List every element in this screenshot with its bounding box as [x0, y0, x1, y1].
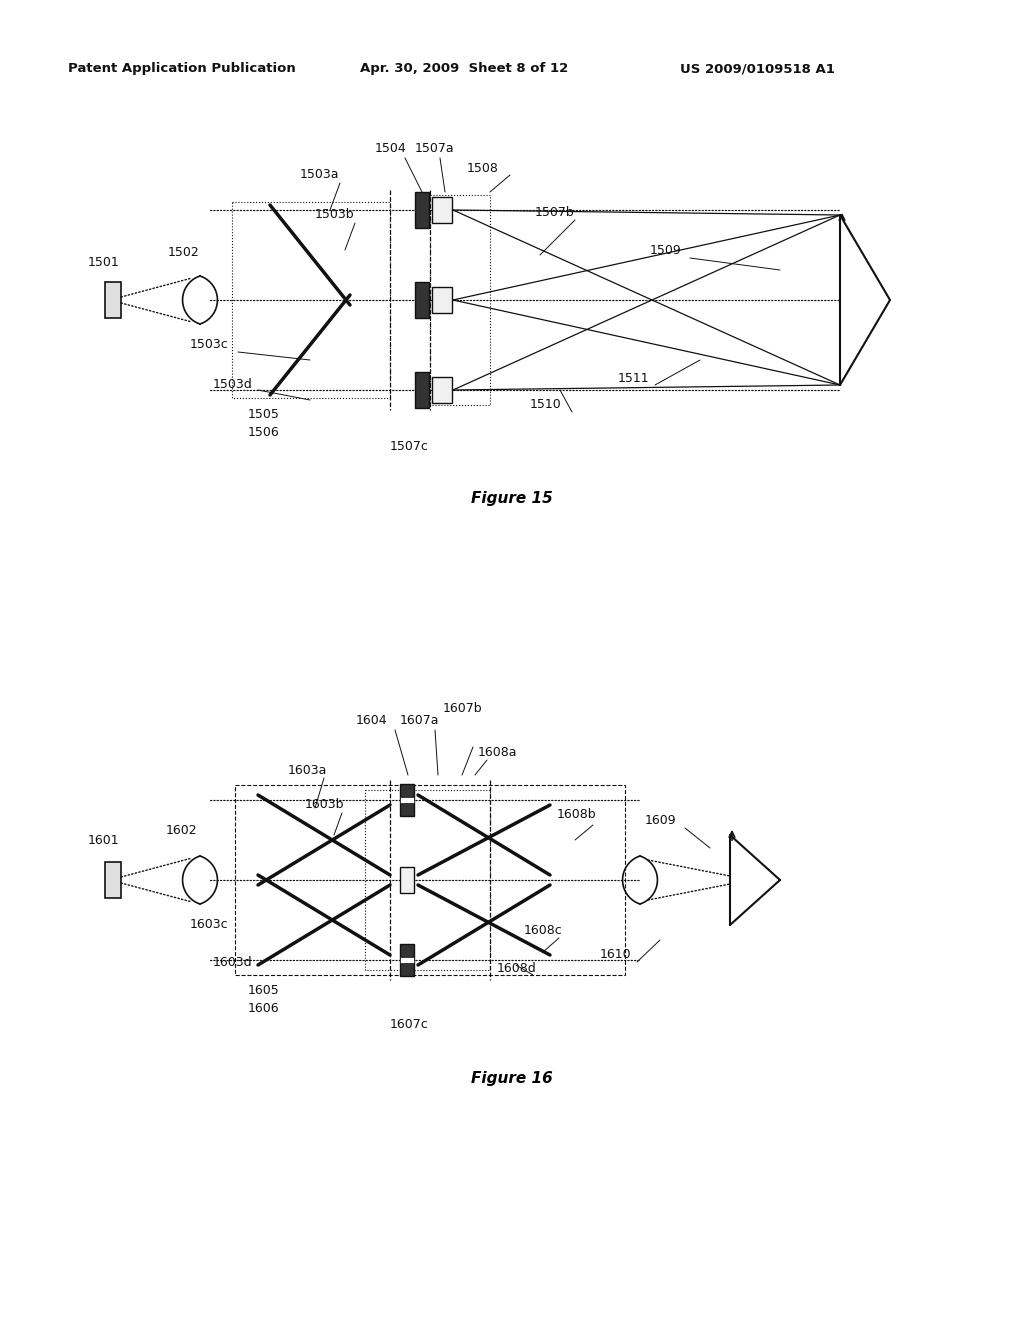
- Text: 1603b: 1603b: [305, 799, 344, 812]
- Text: 1608d: 1608d: [497, 961, 537, 974]
- Text: 1608b: 1608b: [557, 808, 597, 821]
- Bar: [105, 282, 121, 318]
- Text: 1503a: 1503a: [300, 169, 340, 181]
- Bar: [400, 867, 414, 894]
- Bar: [365, 789, 490, 970]
- Text: 1604: 1604: [356, 714, 388, 726]
- Text: 1603d: 1603d: [213, 956, 253, 969]
- Bar: [400, 797, 414, 803]
- Text: 1511: 1511: [618, 371, 649, 384]
- Text: 1609: 1609: [645, 813, 677, 826]
- Bar: [415, 282, 429, 318]
- Text: 1507b: 1507b: [535, 206, 574, 219]
- Text: 1503d: 1503d: [213, 379, 253, 392]
- Text: Apr. 30, 2009  Sheet 8 of 12: Apr. 30, 2009 Sheet 8 of 12: [360, 62, 568, 75]
- Bar: [432, 378, 452, 403]
- Bar: [430, 195, 490, 405]
- Text: 1504: 1504: [375, 141, 407, 154]
- Bar: [400, 784, 414, 816]
- Text: Patent Application Publication: Patent Application Publication: [68, 62, 296, 75]
- Text: 1503c: 1503c: [190, 338, 228, 351]
- Bar: [432, 286, 452, 313]
- Text: Figure 15: Figure 15: [471, 491, 553, 506]
- Bar: [234, 785, 625, 975]
- Text: 1507c: 1507c: [390, 441, 429, 454]
- Text: 1607b: 1607b: [443, 701, 482, 714]
- Bar: [400, 944, 414, 975]
- Text: 1506: 1506: [248, 425, 280, 438]
- Text: 1502: 1502: [168, 246, 200, 259]
- Text: 1601: 1601: [88, 833, 120, 846]
- Text: 1509: 1509: [650, 243, 682, 256]
- Text: 1507a: 1507a: [415, 141, 455, 154]
- Text: 1607a: 1607a: [400, 714, 439, 726]
- Text: 1610: 1610: [600, 949, 632, 961]
- Text: 1503b: 1503b: [315, 209, 354, 222]
- Bar: [432, 197, 452, 223]
- Text: 1505: 1505: [248, 408, 280, 421]
- Text: 1602: 1602: [166, 824, 198, 837]
- Text: 1501: 1501: [88, 256, 120, 268]
- Text: 1606: 1606: [248, 1002, 280, 1015]
- Text: 1510: 1510: [530, 399, 562, 412]
- Text: 1603c: 1603c: [190, 919, 228, 932]
- Text: 1605: 1605: [248, 983, 280, 997]
- Text: 1608a: 1608a: [478, 746, 517, 759]
- Bar: [415, 191, 429, 228]
- Text: 1603a: 1603a: [288, 763, 328, 776]
- Text: Figure 16: Figure 16: [471, 1071, 553, 1085]
- Text: 1608c: 1608c: [524, 924, 563, 936]
- Bar: [400, 957, 414, 964]
- Text: 1508: 1508: [467, 161, 499, 174]
- Bar: [105, 862, 121, 898]
- Bar: [415, 372, 429, 408]
- Text: 1607c: 1607c: [390, 1019, 429, 1031]
- Text: US 2009/0109518 A1: US 2009/0109518 A1: [680, 62, 835, 75]
- Bar: [232, 202, 390, 399]
